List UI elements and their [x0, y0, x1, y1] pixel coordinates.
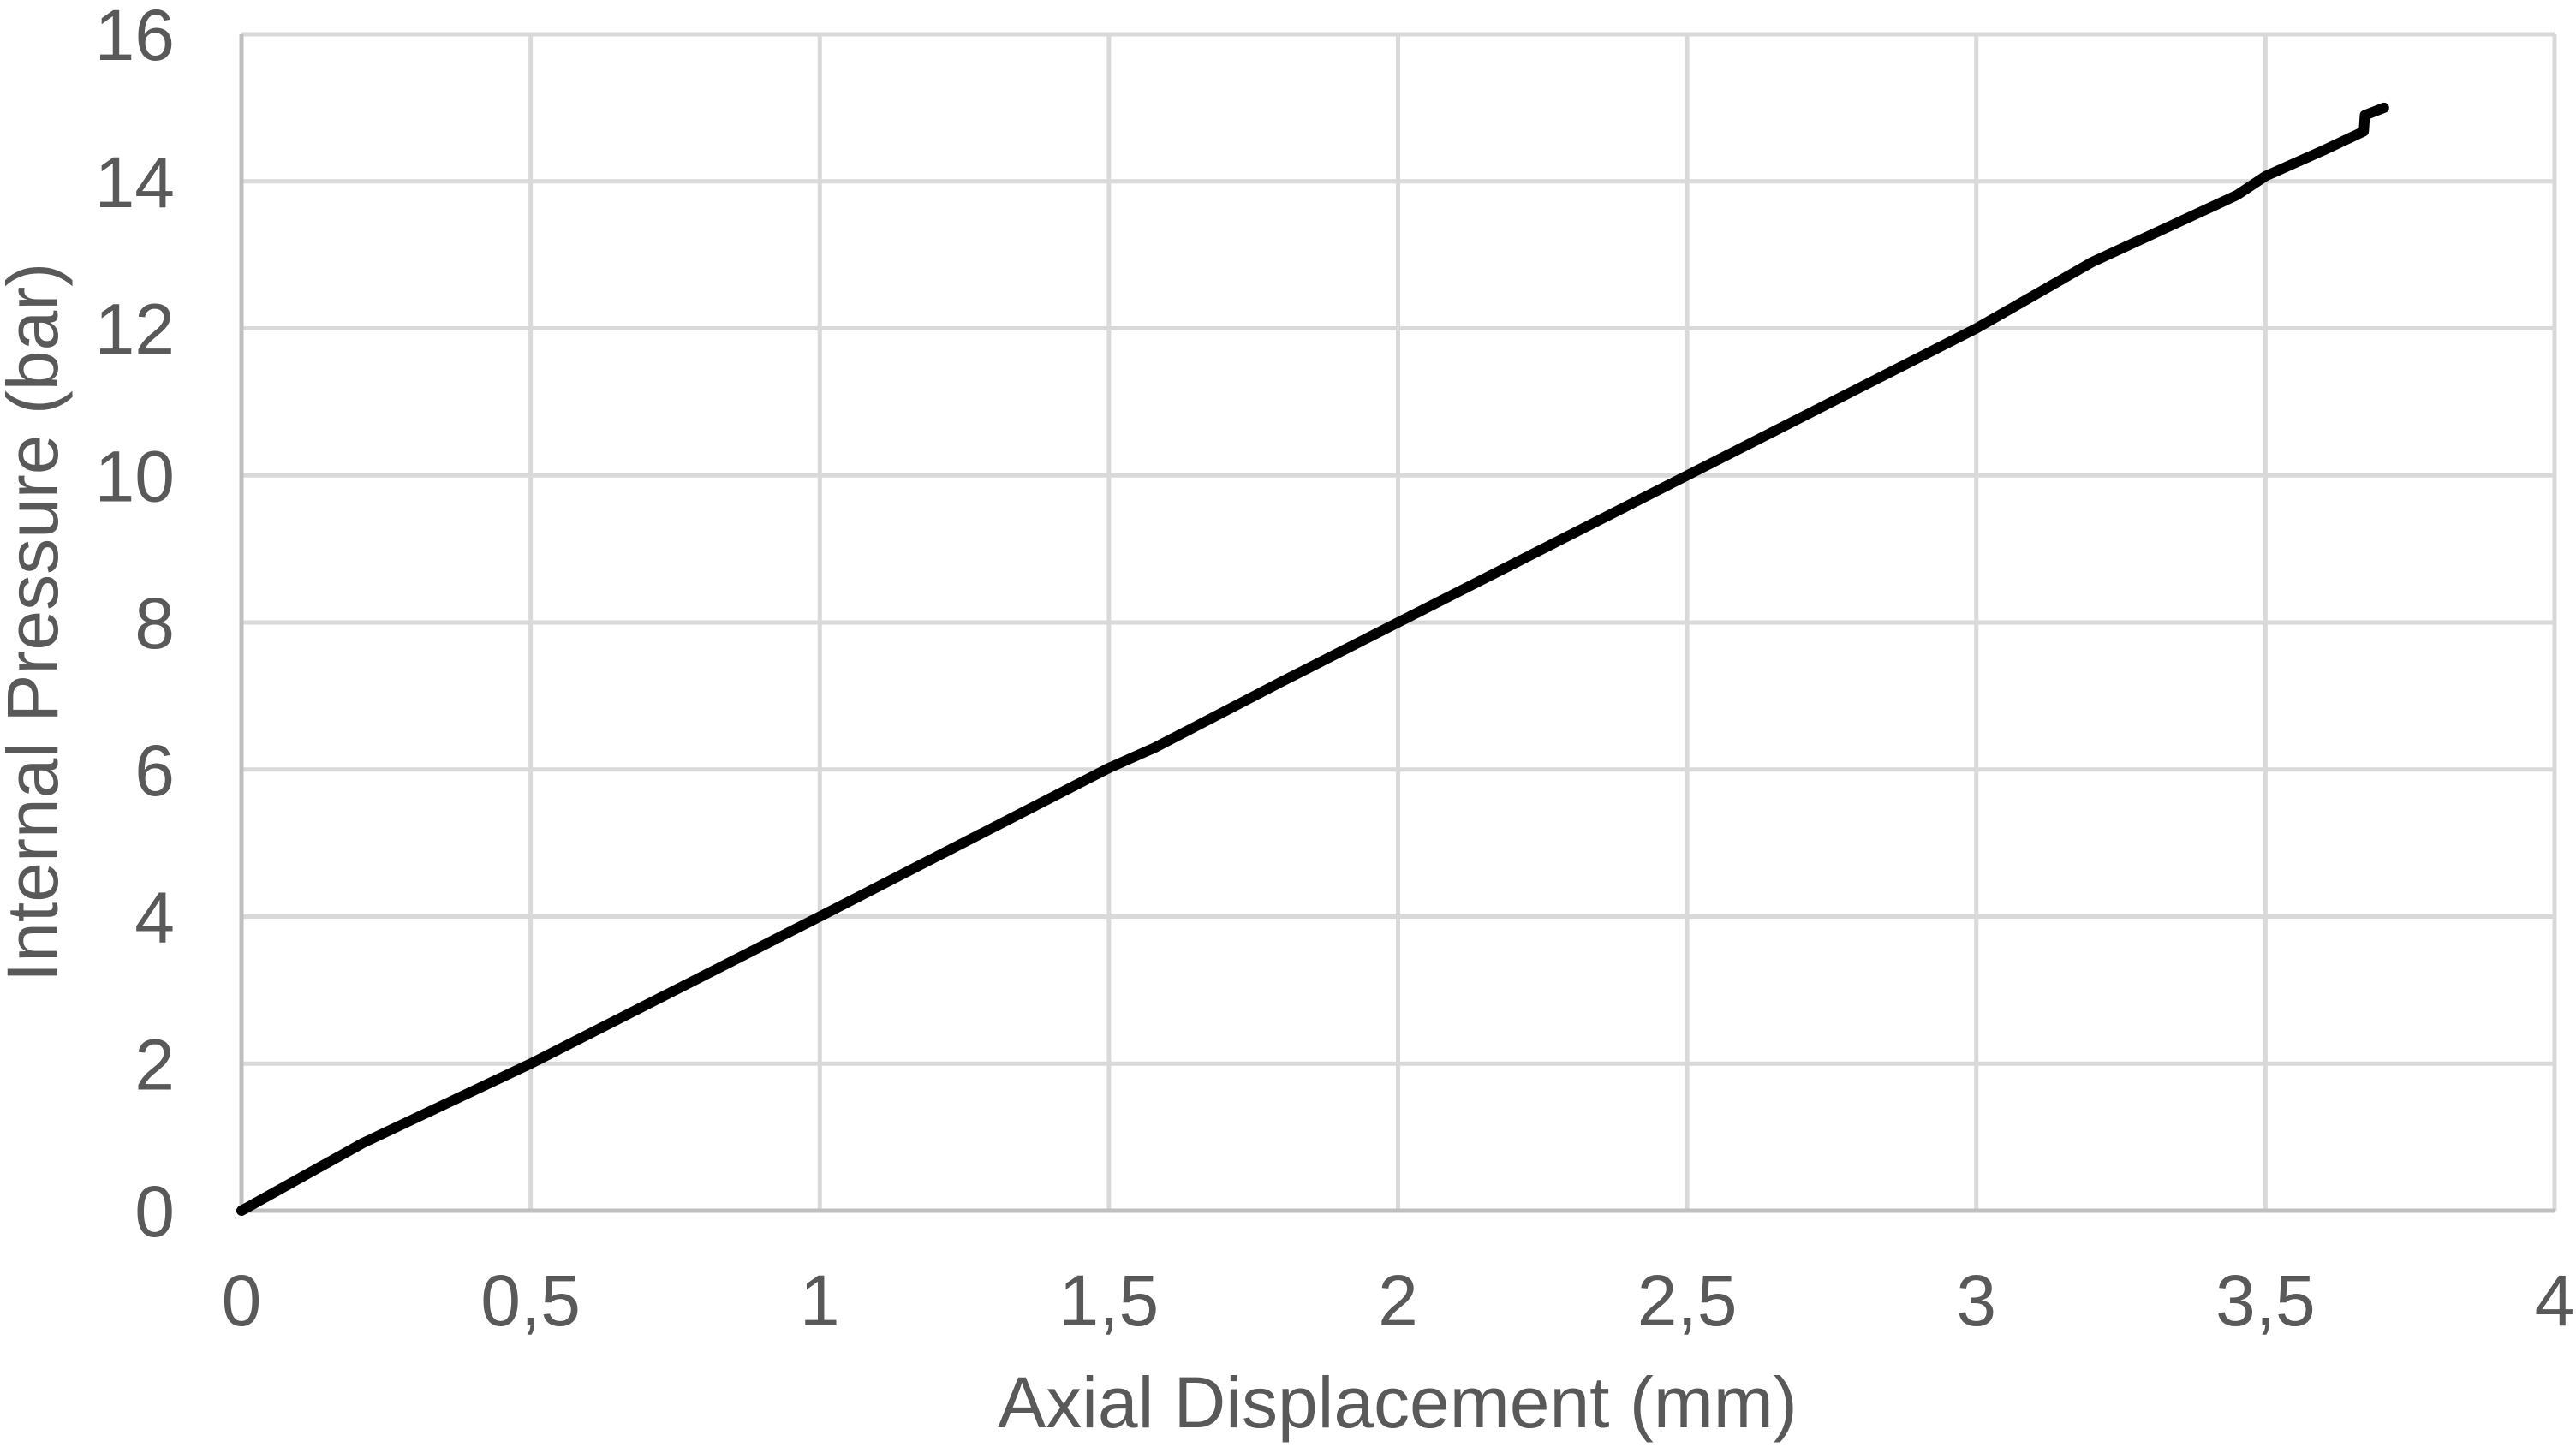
y-tick-label: 6: [134, 730, 175, 811]
x-tick-label: 1: [800, 1260, 840, 1341]
x-tick-label: 3: [1956, 1260, 1996, 1341]
y-tick-label: 8: [134, 583, 175, 664]
y-tick-label: 10: [95, 436, 175, 516]
x-axis-tick-labels: 0 0,5 1 1,5 2 2,5 3 3,5 4: [222, 1260, 2575, 1341]
x-tick-label: 1,5: [1058, 1260, 1159, 1341]
x-axis-title: Axial Displacement (mm): [998, 1362, 1798, 1443]
data-series-line: [236, 102, 2389, 1216]
vertical-gridlines: [528, 34, 2557, 1211]
x-tick-label: 0: [222, 1260, 262, 1341]
x-tick-label: 2,5: [1637, 1260, 1738, 1341]
y-tick-label: 0: [134, 1171, 175, 1252]
x-tick-label: 3,5: [2215, 1260, 2316, 1341]
y-axis-tick-labels: 0 2 4 6 8 10 12 14 16: [95, 0, 175, 1252]
x-tick-label: 0,5: [480, 1260, 581, 1341]
x-tick-label: 4: [2535, 1260, 2575, 1341]
y-tick-label: 12: [95, 289, 175, 370]
x-tick-label: 2: [1378, 1260, 1418, 1341]
y-tick-label: 16: [95, 0, 175, 75]
y-axis-title: Internal Pressure (bar): [0, 263, 73, 982]
y-tick-label: 4: [134, 878, 175, 958]
y-tick-label: 14: [95, 142, 175, 223]
y-tick-label: 2: [134, 1024, 175, 1105]
